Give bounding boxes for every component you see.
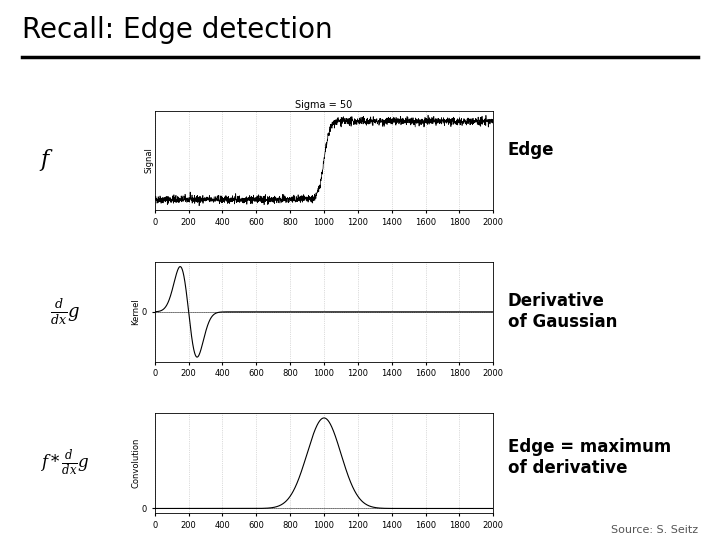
Text: Recall: Edge detection: Recall: Edge detection (22, 16, 332, 44)
Text: $f$: $f$ (40, 147, 54, 173)
Title: Sigma = 50: Sigma = 50 (295, 100, 353, 110)
Y-axis label: Convolution: Convolution (132, 438, 140, 488)
Y-axis label: Kernel: Kernel (132, 299, 140, 325)
Y-axis label: Signal: Signal (145, 147, 153, 173)
Text: Source: S. Seitz: Source: S. Seitz (611, 524, 698, 535)
Text: $\frac{d}{dx}g$: $\frac{d}{dx}g$ (50, 297, 80, 327)
Text: $f * \frac{d}{dx}g$: $f * \frac{d}{dx}g$ (40, 449, 90, 478)
Text: Derivative
of Gaussian: Derivative of Gaussian (508, 293, 617, 331)
Text: Edge: Edge (508, 141, 554, 159)
Text: Edge = maximum
of derivative: Edge = maximum of derivative (508, 438, 671, 477)
